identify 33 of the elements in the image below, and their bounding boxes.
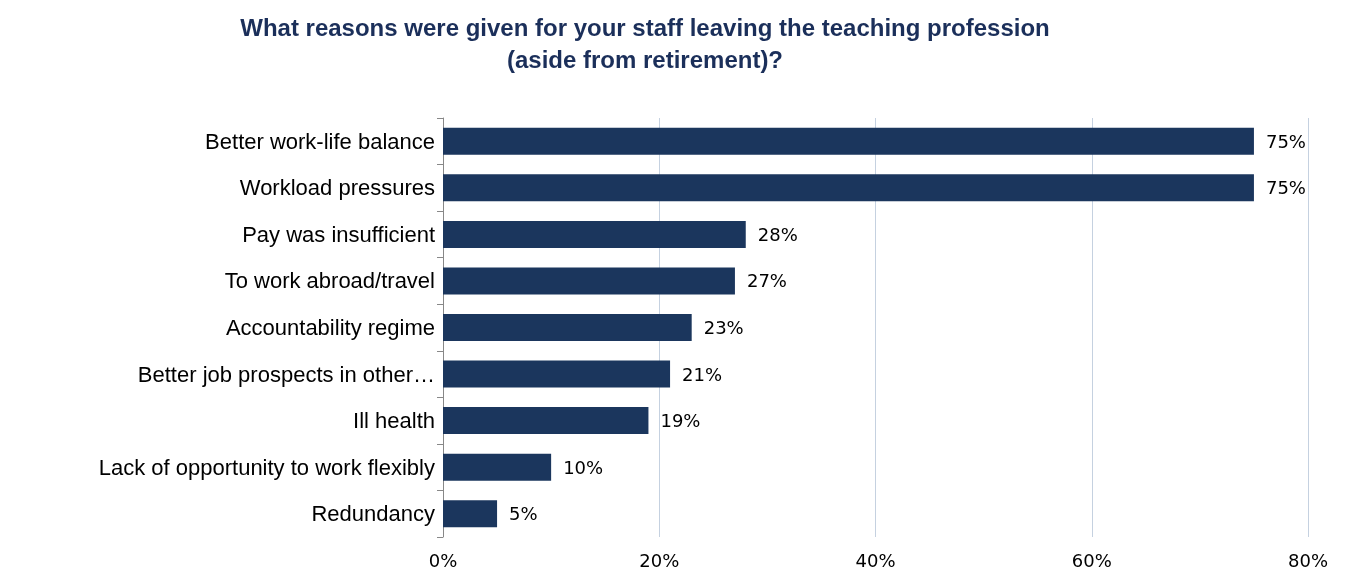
data-label: 75% <box>1265 177 1306 199</box>
bar <box>443 267 735 295</box>
bar <box>443 500 498 528</box>
y-tick-label: Redundancy <box>311 501 435 527</box>
data-label: 10% <box>563 456 604 478</box>
bar <box>443 453 552 481</box>
data-label: 23% <box>703 317 744 338</box>
data-label: 21% <box>682 363 723 385</box>
x-tick-label: 0% <box>428 549 458 571</box>
bar <box>443 174 1254 202</box>
x-tick-label: 20% <box>639 549 680 571</box>
bar <box>443 314 692 341</box>
y-tick-label: Lack of opportunity to work flexibly <box>98 454 435 480</box>
bar <box>443 407 649 435</box>
data-label: 75% <box>1265 130 1306 152</box>
y-tick-label: Accountability regime <box>225 315 435 340</box>
x-tick-label: 80% <box>1287 549 1329 571</box>
chart-title: What reasons were given for your staff leaving the teaching profession (aside from retirement)? <box>240 13 1050 73</box>
bar <box>443 220 746 248</box>
data-label: 27% <box>746 270 787 292</box>
y-tick-label: Better job prospects in other… <box>137 361 435 387</box>
y-tick-label: To work abroad/travel <box>224 268 435 294</box>
x-tick-label: 60% <box>1071 549 1112 571</box>
y-tick-label: Pay was insufficient <box>242 221 435 247</box>
y-tick-label: Better work-life balance <box>205 128 435 154</box>
x-tick-label: 40% <box>855 549 896 571</box>
y-tick-label: Ill health <box>353 408 435 434</box>
data-label: 5% <box>509 503 538 525</box>
data-label: 19% <box>660 410 701 432</box>
bar <box>443 127 1254 155</box>
data-label: 28% <box>757 223 798 245</box>
y-tick-label: Workload pressures <box>239 175 435 201</box>
bar <box>443 360 671 388</box>
